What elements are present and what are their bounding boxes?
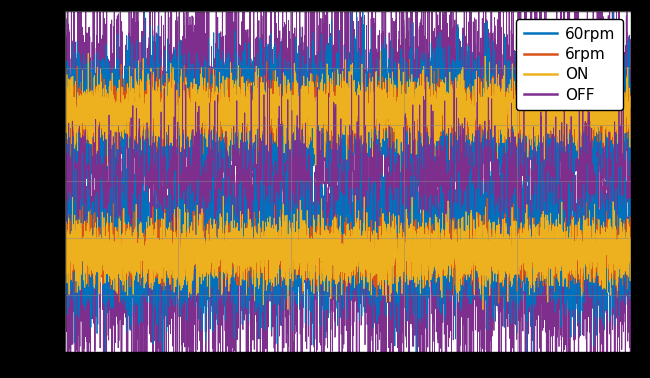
- Legend: 60rpm, 6rpm, ON, OFF: 60rpm, 6rpm, ON, OFF: [516, 19, 623, 110]
